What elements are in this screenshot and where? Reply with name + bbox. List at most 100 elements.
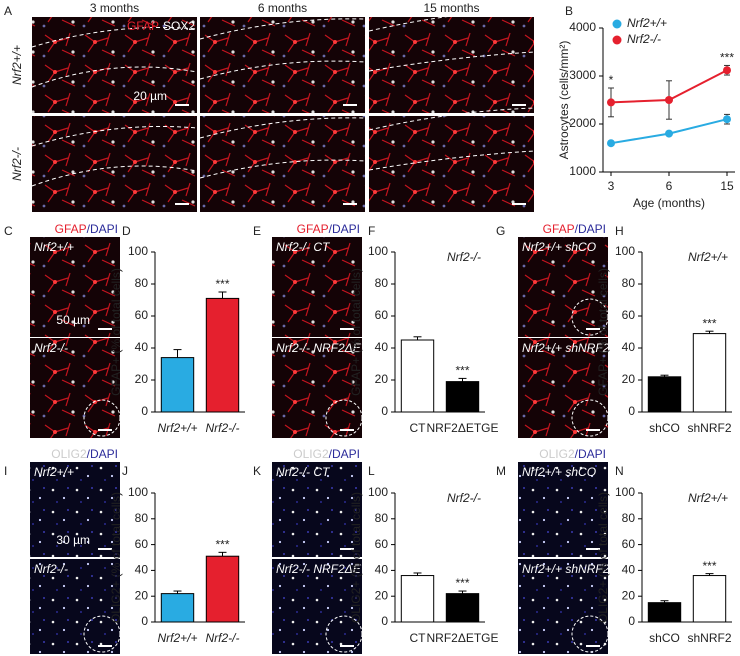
micrograph: [518, 559, 608, 654]
point: [723, 115, 731, 124]
bar: [400, 339, 435, 413]
stain-label: GFAP/DAPI: [297, 222, 360, 236]
y-axis-label: Astrocytes (cells/mm²): [557, 41, 571, 160]
stain-name: OLIG2: [539, 447, 575, 461]
bar: [400, 575, 435, 623]
panel-letter: C: [4, 224, 13, 238]
row-label: Nrf2+/+: [34, 465, 74, 479]
x-tick-label: shCO: [649, 421, 680, 435]
y-tick-label: 40: [622, 340, 636, 354]
stain-label: GFAP/DAPI: [543, 222, 606, 236]
inset-outline: [83, 615, 121, 653]
y-tick-label: 0: [628, 614, 635, 628]
panel-letter: A: [4, 4, 12, 18]
y-tick-label: 100: [368, 244, 388, 258]
y-tick-label: 60: [375, 308, 389, 322]
x-tick-label: Nrf2-/-: [206, 421, 240, 435]
y-tick-label: 40: [622, 563, 636, 577]
y-tick-label: 100: [128, 485, 148, 499]
x-tick-label: 6: [666, 179, 673, 193]
y-tick-label: 20: [375, 588, 389, 602]
point: [665, 129, 673, 138]
region-boundary: [199, 159, 366, 179]
micrograph: [200, 116, 365, 212]
y-tick-label: 0: [628, 404, 635, 418]
point: [607, 98, 615, 107]
stain-name: /DAPI: [87, 222, 118, 236]
panel-letter: L: [368, 464, 375, 478]
region-boundary: [199, 117, 366, 139]
significance: ***: [215, 277, 229, 291]
scale-label: 50 µm: [56, 313, 90, 327]
y-tick-label: 100: [615, 485, 635, 499]
bar: [647, 376, 682, 413]
region-boundary: [368, 51, 535, 72]
panel-letter: D: [122, 224, 131, 238]
row-label: Nrf2+/+ shNRF2: [522, 341, 610, 355]
panel-letter: G: [496, 224, 505, 238]
panel-letter: N: [615, 464, 624, 478]
x-axis-label: Age (months): [633, 196, 705, 210]
x-tick-label: NRF2ΔETGE: [426, 631, 498, 645]
region-boundary: [31, 66, 198, 88]
stain-name: GFAP: [543, 222, 575, 236]
y-tick-label: 80: [135, 276, 149, 290]
inset-outline: [571, 298, 609, 336]
row-label: Nrf2+/+: [10, 45, 24, 85]
inset-outline: [571, 615, 609, 653]
chart-title: Nrf2+/+: [688, 250, 728, 264]
y-tick-label: 60: [375, 537, 389, 551]
region-boundary: [368, 107, 535, 131]
stain-name: GFAP: [55, 222, 87, 236]
stain-label: OLIG2/DAPI: [51, 447, 118, 461]
panel-letter: M: [496, 464, 506, 478]
y-tick-label: 60: [622, 308, 636, 322]
micrograph: [272, 462, 362, 557]
y-tick-label: 80: [375, 276, 389, 290]
row-label: Nrf2-/- NRF2ΔETGE: [276, 341, 386, 355]
y-tick-label: 40: [375, 563, 389, 577]
bar: [692, 333, 727, 413]
y-tick-label: 4000: [569, 20, 596, 34]
legend-marker: [612, 35, 622, 45]
stain-name: /DAPI: [329, 222, 360, 236]
panel-letter: I: [4, 464, 7, 478]
y-axis-label: GFAP+ (% of total cells): [596, 268, 610, 396]
significance: *: [609, 73, 614, 87]
panel-letter: E: [253, 224, 261, 238]
significance: ***: [702, 316, 716, 330]
y-tick-label: 3000: [569, 68, 596, 82]
chart-title: Nrf2-/-: [447, 491, 481, 505]
significance: ***: [455, 364, 469, 378]
panel-letter: H: [615, 224, 624, 238]
micrograph: [32, 17, 197, 113]
micrograph: [272, 338, 362, 438]
chart-title: Nrf2+/+: [688, 491, 728, 505]
stain-label: OLIG2/DAPI: [539, 447, 606, 461]
chart-title: Nrf2-/-: [447, 250, 481, 264]
micrograph: [30, 462, 120, 557]
micrograph: [200, 17, 365, 113]
panel-letter: B: [565, 4, 573, 18]
stain-name: SOX2: [163, 19, 195, 33]
y-tick-label: 60: [622, 537, 636, 551]
stain-name: /DAPI: [575, 222, 606, 236]
micrograph: [272, 237, 362, 337]
y-axis-label: GFAP+ (% of total cells): [109, 268, 123, 396]
y-axis-label: GFAP+ (% of total cells): [349, 268, 363, 396]
point: [607, 139, 615, 148]
legend-label: Nrf2+/+: [627, 16, 667, 30]
y-axis-label: OLIG2+ (% of total cells): [596, 492, 610, 623]
micrograph: [369, 116, 534, 212]
x-tick-label: shNRF2: [687, 631, 731, 645]
scale-label: 30 µm: [56, 533, 90, 547]
scale-label: 20 µm: [133, 89, 167, 103]
stain-label: GFAP SOX2: [127, 19, 195, 33]
region-boundary: [31, 26, 198, 48]
x-tick-label: Nrf2-/-: [206, 631, 240, 645]
micrograph: [518, 237, 608, 337]
x-tick-label: 3: [608, 179, 615, 193]
significance: ***: [720, 51, 734, 65]
micrograph: [518, 462, 608, 557]
y-tick-label: 0: [381, 614, 388, 628]
